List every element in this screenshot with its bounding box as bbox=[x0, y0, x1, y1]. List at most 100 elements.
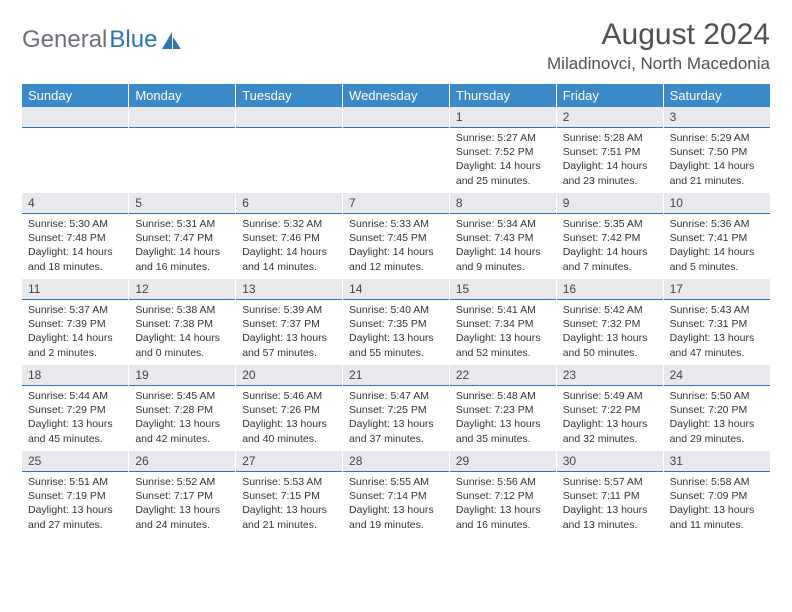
daylight-line: Daylight: 13 hours and 11 minutes. bbox=[670, 503, 764, 531]
weekday-header: Saturday bbox=[663, 84, 770, 107]
day-number: 30 bbox=[557, 451, 663, 472]
daylight-line: Daylight: 13 hours and 32 minutes. bbox=[563, 417, 657, 445]
day-number: 10 bbox=[664, 193, 770, 214]
weekday-header: Wednesday bbox=[343, 84, 450, 107]
daylight-line: Daylight: 13 hours and 55 minutes. bbox=[349, 331, 443, 359]
daylight-line: Daylight: 13 hours and 29 minutes. bbox=[670, 417, 764, 445]
sunrise-line: Sunrise: 5:28 AM bbox=[563, 131, 657, 145]
day-number: 29 bbox=[450, 451, 556, 472]
day-number: 16 bbox=[557, 279, 663, 300]
calendar-day-cell: 10Sunrise: 5:36 AMSunset: 7:41 PMDayligh… bbox=[663, 193, 770, 279]
day-details: Sunrise: 5:35 AMSunset: 7:42 PMDaylight:… bbox=[557, 214, 663, 279]
sunset-line: Sunset: 7:47 PM bbox=[135, 231, 229, 245]
brand-part1: General bbox=[22, 26, 107, 54]
daylight-line: Daylight: 14 hours and 21 minutes. bbox=[670, 159, 764, 187]
calendar-day-cell: 15Sunrise: 5:41 AMSunset: 7:34 PMDayligh… bbox=[449, 279, 556, 365]
calendar-day-cell: 27Sunrise: 5:53 AMSunset: 7:15 PMDayligh… bbox=[236, 451, 343, 537]
sunrise-line: Sunrise: 5:30 AM bbox=[28, 217, 122, 231]
day-details: Sunrise: 5:53 AMSunset: 7:15 PMDaylight:… bbox=[236, 472, 342, 537]
day-number: 6 bbox=[236, 193, 342, 214]
day-number: 8 bbox=[450, 193, 556, 214]
weekday-header: Monday bbox=[129, 84, 236, 107]
sunrise-line: Sunrise: 5:44 AM bbox=[28, 389, 122, 403]
calendar-day-cell: 25Sunrise: 5:51 AMSunset: 7:19 PMDayligh… bbox=[22, 451, 129, 537]
calendar-day-cell: 12Sunrise: 5:38 AMSunset: 7:38 PMDayligh… bbox=[129, 279, 236, 365]
calendar-table: SundayMondayTuesdayWednesdayThursdayFrid… bbox=[22, 84, 770, 537]
sunrise-line: Sunrise: 5:37 AM bbox=[28, 303, 122, 317]
sunset-line: Sunset: 7:22 PM bbox=[563, 403, 657, 417]
month-title: August 2024 bbox=[547, 18, 770, 52]
daylight-line: Daylight: 13 hours and 57 minutes. bbox=[242, 331, 336, 359]
calendar-day-cell bbox=[129, 107, 236, 193]
day-details: Sunrise: 5:39 AMSunset: 7:37 PMDaylight:… bbox=[236, 300, 342, 365]
day-details: Sunrise: 5:49 AMSunset: 7:22 PMDaylight:… bbox=[557, 386, 663, 451]
daylight-line: Daylight: 13 hours and 40 minutes. bbox=[242, 417, 336, 445]
day-details: Sunrise: 5:32 AMSunset: 7:46 PMDaylight:… bbox=[236, 214, 342, 279]
day-number: 5 bbox=[129, 193, 235, 214]
day-details: Sunrise: 5:28 AMSunset: 7:51 PMDaylight:… bbox=[557, 128, 663, 193]
daylight-line: Daylight: 14 hours and 9 minutes. bbox=[456, 245, 550, 273]
sunset-line: Sunset: 7:26 PM bbox=[242, 403, 336, 417]
sunset-line: Sunset: 7:35 PM bbox=[349, 317, 443, 331]
brand-part2: Blue bbox=[109, 26, 157, 54]
calendar-day-cell: 21Sunrise: 5:47 AMSunset: 7:25 PMDayligh… bbox=[343, 365, 450, 451]
calendar-day-cell: 19Sunrise: 5:45 AMSunset: 7:28 PMDayligh… bbox=[129, 365, 236, 451]
day-number bbox=[129, 107, 235, 128]
day-details: Sunrise: 5:38 AMSunset: 7:38 PMDaylight:… bbox=[129, 300, 235, 365]
sunset-line: Sunset: 7:46 PM bbox=[242, 231, 336, 245]
sunset-line: Sunset: 7:38 PM bbox=[135, 317, 229, 331]
day-number: 27 bbox=[236, 451, 342, 472]
day-details: Sunrise: 5:37 AMSunset: 7:39 PMDaylight:… bbox=[22, 300, 128, 365]
weekday-header-row: SundayMondayTuesdayWednesdayThursdayFrid… bbox=[22, 84, 770, 107]
day-details: Sunrise: 5:55 AMSunset: 7:14 PMDaylight:… bbox=[343, 472, 449, 537]
daylight-line: Daylight: 13 hours and 19 minutes. bbox=[349, 503, 443, 531]
sunrise-line: Sunrise: 5:42 AM bbox=[563, 303, 657, 317]
day-number: 1 bbox=[450, 107, 556, 128]
calendar-day-cell: 5Sunrise: 5:31 AMSunset: 7:47 PMDaylight… bbox=[129, 193, 236, 279]
sunset-line: Sunset: 7:51 PM bbox=[563, 145, 657, 159]
sunrise-line: Sunrise: 5:32 AM bbox=[242, 217, 336, 231]
daylight-line: Daylight: 13 hours and 45 minutes. bbox=[28, 417, 122, 445]
sunrise-line: Sunrise: 5:57 AM bbox=[563, 475, 657, 489]
sunrise-line: Sunrise: 5:47 AM bbox=[349, 389, 443, 403]
sunrise-line: Sunrise: 5:48 AM bbox=[456, 389, 550, 403]
calendar-day-cell: 22Sunrise: 5:48 AMSunset: 7:23 PMDayligh… bbox=[449, 365, 556, 451]
calendar-day-cell: 26Sunrise: 5:52 AMSunset: 7:17 PMDayligh… bbox=[129, 451, 236, 537]
day-details: Sunrise: 5:30 AMSunset: 7:48 PMDaylight:… bbox=[22, 214, 128, 279]
day-details: Sunrise: 5:50 AMSunset: 7:20 PMDaylight:… bbox=[664, 386, 770, 451]
day-details: Sunrise: 5:56 AMSunset: 7:12 PMDaylight:… bbox=[450, 472, 556, 537]
calendar-day-cell: 6Sunrise: 5:32 AMSunset: 7:46 PMDaylight… bbox=[236, 193, 343, 279]
sunset-line: Sunset: 7:39 PM bbox=[28, 317, 122, 331]
sunrise-line: Sunrise: 5:35 AM bbox=[563, 217, 657, 231]
sunrise-line: Sunrise: 5:46 AM bbox=[242, 389, 336, 403]
sunset-line: Sunset: 7:34 PM bbox=[456, 317, 550, 331]
day-details: Sunrise: 5:58 AMSunset: 7:09 PMDaylight:… bbox=[664, 472, 770, 537]
calendar-day-cell: 8Sunrise: 5:34 AMSunset: 7:43 PMDaylight… bbox=[449, 193, 556, 279]
day-details: Sunrise: 5:48 AMSunset: 7:23 PMDaylight:… bbox=[450, 386, 556, 451]
sunset-line: Sunset: 7:42 PM bbox=[563, 231, 657, 245]
calendar-week-row: 11Sunrise: 5:37 AMSunset: 7:39 PMDayligh… bbox=[22, 279, 770, 365]
day-details: Sunrise: 5:47 AMSunset: 7:25 PMDaylight:… bbox=[343, 386, 449, 451]
day-number: 14 bbox=[343, 279, 449, 300]
sunset-line: Sunset: 7:41 PM bbox=[670, 231, 764, 245]
day-number: 20 bbox=[236, 365, 342, 386]
sunrise-line: Sunrise: 5:49 AM bbox=[563, 389, 657, 403]
calendar-day-cell: 11Sunrise: 5:37 AMSunset: 7:39 PMDayligh… bbox=[22, 279, 129, 365]
location: Miladinovci, North Macedonia bbox=[547, 54, 770, 74]
sunset-line: Sunset: 7:09 PM bbox=[670, 489, 764, 503]
day-number: 4 bbox=[22, 193, 128, 214]
daylight-line: Daylight: 13 hours and 50 minutes. bbox=[563, 331, 657, 359]
calendar-week-row: 25Sunrise: 5:51 AMSunset: 7:19 PMDayligh… bbox=[22, 451, 770, 537]
day-number: 11 bbox=[22, 279, 128, 300]
day-number: 3 bbox=[664, 107, 770, 128]
sunset-line: Sunset: 7:23 PM bbox=[456, 403, 550, 417]
day-number: 25 bbox=[22, 451, 128, 472]
day-number: 9 bbox=[557, 193, 663, 214]
daylight-line: Daylight: 13 hours and 27 minutes. bbox=[28, 503, 122, 531]
sunset-line: Sunset: 7:20 PM bbox=[670, 403, 764, 417]
daylight-line: Daylight: 13 hours and 24 minutes. bbox=[135, 503, 229, 531]
calendar-day-cell: 1Sunrise: 5:27 AMSunset: 7:52 PMDaylight… bbox=[449, 107, 556, 193]
weekday-header: Friday bbox=[556, 84, 663, 107]
calendar-day-cell: 28Sunrise: 5:55 AMSunset: 7:14 PMDayligh… bbox=[343, 451, 450, 537]
brand-logo: GeneralBlue bbox=[22, 18, 183, 54]
